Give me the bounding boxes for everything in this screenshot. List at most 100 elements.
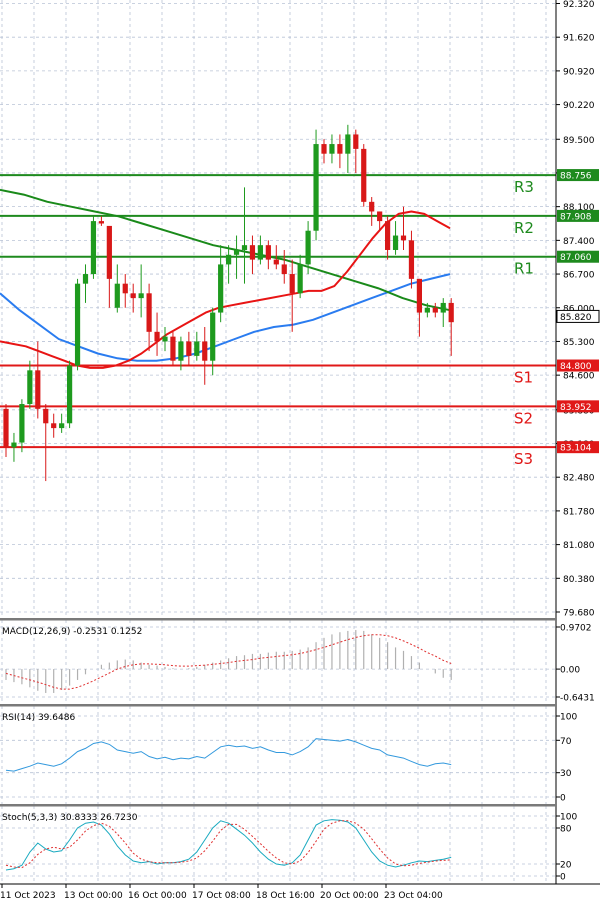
candle-body xyxy=(82,274,89,284)
candle-body xyxy=(329,144,335,154)
time-tick-label: 23 Oct 04:00 xyxy=(384,891,443,901)
price-tick-label: 86.700 xyxy=(563,271,595,281)
time-tick-label: 18 Oct 16:00 xyxy=(256,891,315,901)
price-tick-label: 81.780 xyxy=(563,507,595,517)
macd-signal-line xyxy=(5,634,452,690)
price-tick-label: 87.400 xyxy=(563,237,595,247)
price-tick-label: 84.600 xyxy=(563,372,595,382)
level-price-label-s1: 84.800 xyxy=(560,362,592,372)
stoch-label: Stoch(5,3,3) 30.8333 26.7230 xyxy=(2,813,138,823)
price-tick-label: 80.380 xyxy=(563,575,595,585)
candle-body xyxy=(385,221,391,250)
level-name-r3: R3 xyxy=(514,178,534,196)
level-price-box-r2 xyxy=(557,209,599,222)
candle-body xyxy=(19,404,25,443)
level-name-s3: S3 xyxy=(514,450,533,468)
candle-body xyxy=(226,254,232,265)
level-price-label-r3: 88.756 xyxy=(560,172,592,182)
panel-separator xyxy=(0,804,556,807)
candlesticks xyxy=(3,124,454,482)
price-tick-label: 85.300 xyxy=(563,338,595,348)
candle-body xyxy=(138,293,144,299)
price-tick-label: 88.100 xyxy=(563,203,595,213)
candle-body xyxy=(337,144,343,154)
candle-body xyxy=(59,423,65,429)
grid-lines xyxy=(0,0,556,884)
candle-body xyxy=(106,225,112,279)
level-name-s1: S1 xyxy=(514,369,533,387)
candle-body xyxy=(67,365,73,424)
candle-body xyxy=(440,302,446,313)
level-price-box-s2 xyxy=(557,400,599,413)
level-price-label-s3: 83.104 xyxy=(560,444,592,454)
time-tick-label: 11 Oct 2023 xyxy=(0,891,56,901)
current-price-label: 85.820 xyxy=(560,313,592,323)
candle-body xyxy=(369,201,375,212)
candle-body xyxy=(186,341,192,356)
level-price-box-s1 xyxy=(557,359,599,372)
level-price-label-r1: 87.060 xyxy=(560,253,592,263)
candle-body xyxy=(233,249,240,255)
panel-separator xyxy=(0,618,556,621)
macd-tick-label: -0.6431 xyxy=(560,694,595,704)
rsi-label: RSI(14) 39.6486 xyxy=(2,713,75,723)
stoch-tick-label: 100 xyxy=(560,813,577,823)
candle-body xyxy=(162,336,168,342)
level-price-box-r1 xyxy=(557,250,599,263)
candle-body xyxy=(321,144,327,154)
candle-body xyxy=(114,283,120,308)
candle-body xyxy=(122,283,128,294)
candle-body xyxy=(202,341,208,361)
stoch-panel xyxy=(5,819,452,871)
price-tick-label: 82.480 xyxy=(563,474,595,484)
stoch-k-line xyxy=(5,819,452,871)
ma-mid-line xyxy=(0,188,451,312)
candle-body xyxy=(432,307,438,313)
candle-body xyxy=(273,259,279,265)
candle-body xyxy=(130,293,136,299)
rsi-tick-label: 70 xyxy=(560,737,572,747)
candle-body xyxy=(424,307,430,313)
macd-label: MACD(12,26,9) -0.2531 0.1252 xyxy=(2,627,142,637)
price-tick-label: 90.920 xyxy=(563,67,595,77)
panel-frames xyxy=(0,0,600,885)
candle-body xyxy=(90,221,97,275)
price-tick-label: 90.220 xyxy=(563,101,595,111)
current-price-box xyxy=(556,309,600,323)
time-tick-label: 20 Oct 00:00 xyxy=(320,891,379,901)
candle-body xyxy=(265,245,271,260)
candle-body xyxy=(11,442,17,448)
candle-body xyxy=(392,235,399,250)
candle-body xyxy=(218,264,224,313)
macd-panel xyxy=(5,630,452,693)
price-tick-label: 91.620 xyxy=(563,34,595,44)
candle-body xyxy=(35,370,41,409)
candle-body xyxy=(241,245,248,250)
candle-body xyxy=(27,370,33,405)
candle-body xyxy=(353,134,359,149)
price-tick-label: 86.000 xyxy=(563,304,595,314)
level-name-r1: R1 xyxy=(514,260,534,278)
price-tick-label: 81.080 xyxy=(563,541,595,551)
rsi-line xyxy=(5,738,452,772)
level-price-box-r3 xyxy=(557,169,599,182)
candle-body xyxy=(98,221,104,224)
stoch-d-line xyxy=(5,820,452,869)
candle-body xyxy=(3,408,9,448)
time-tick-label: 17 Oct 08:00 xyxy=(192,891,251,901)
level-price-label-r2: 87.908 xyxy=(560,212,592,222)
candle-body xyxy=(377,211,383,222)
candle-body xyxy=(249,245,256,260)
candle-body xyxy=(305,230,311,265)
rsi-panel xyxy=(5,738,452,772)
price-axis: 92.32091.62090.92090.22089.50088.80088.1… xyxy=(556,0,600,883)
candle-body xyxy=(154,331,160,342)
level-name-s2: S2 xyxy=(514,409,533,427)
pivot-levels: R3 R2 R1 S1 S2 S3 xyxy=(0,174,556,468)
stoch-tick-label: 80 xyxy=(560,825,572,835)
candle-body xyxy=(194,341,200,356)
candle-body xyxy=(170,336,176,361)
candle-body xyxy=(400,235,407,241)
